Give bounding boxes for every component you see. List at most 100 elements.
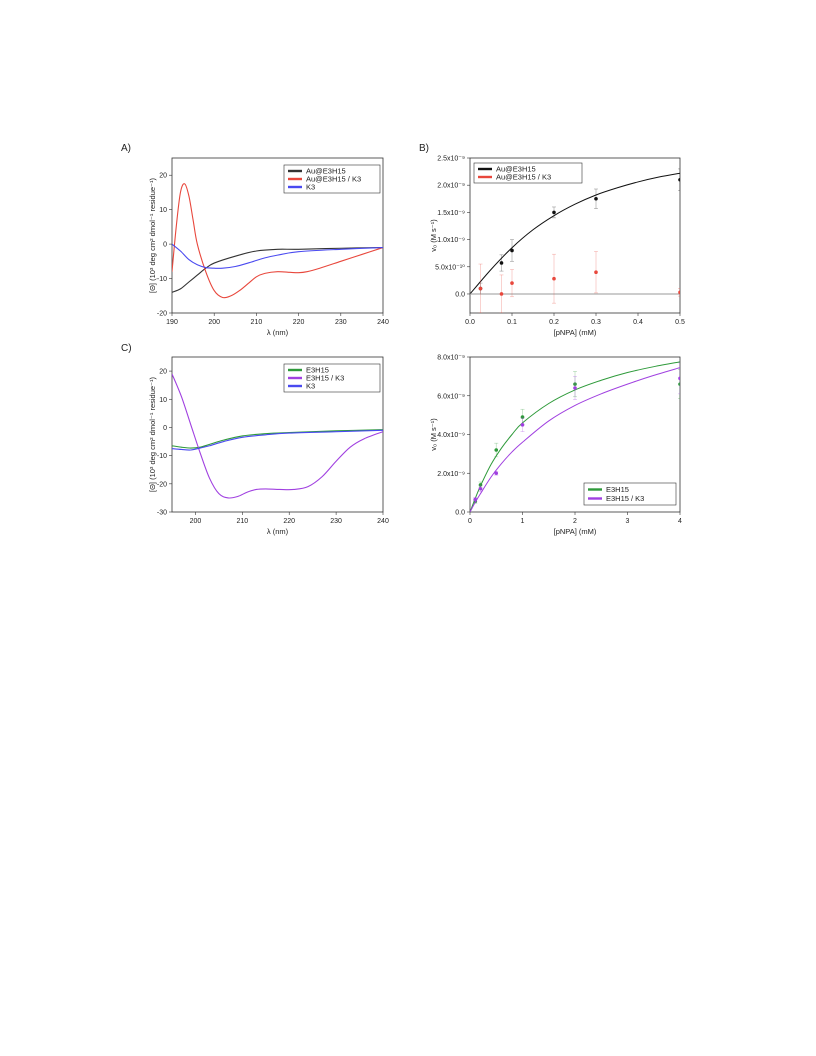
legend-label: Au@E3H15 xyxy=(496,165,536,174)
y-tick-label: 5.0x10⁻¹⁰ xyxy=(435,263,465,271)
legend-label: K3 xyxy=(306,183,315,192)
y-tick-label: -30 xyxy=(157,510,167,517)
x-tick-label: 0.5 xyxy=(675,319,685,326)
data-point xyxy=(520,415,525,419)
x-tick-label: 0.1 xyxy=(507,319,517,326)
data-point xyxy=(499,292,504,296)
chart-cd-spectra-au: 190 200 210 220 230 240 -20 -10 0 10 20 λ (nm) [Θ] (… xyxy=(148,157,389,337)
x-tick-label: 1 xyxy=(521,518,525,525)
y-tick-label: -20 xyxy=(157,481,167,488)
y-tick-label: -20 xyxy=(157,311,167,318)
series-line-k3 xyxy=(172,429,383,451)
y-tick-label: 0 xyxy=(163,242,167,249)
y-tick-label: -10 xyxy=(157,453,167,460)
legend-label: Au@E3H15 / K3 xyxy=(496,173,551,182)
data-point xyxy=(494,471,499,476)
y-axis-label: [Θ] (10³ deg cm² dmol⁻¹ residue⁻¹) xyxy=(148,177,157,293)
x-tick-label: 0.0 xyxy=(465,319,475,326)
x-tick-label: 0.3 xyxy=(591,319,601,326)
data-point xyxy=(594,196,598,201)
x-tick-label: 220 xyxy=(283,518,295,525)
data-point xyxy=(478,286,483,291)
plot-area xyxy=(470,168,680,313)
y-axis-label: v₀ (M s⁻¹) xyxy=(429,418,438,451)
x-tick-label: 190 xyxy=(166,319,178,326)
y-tick-label: 2.0x10⁻⁹ xyxy=(437,471,465,478)
x-tick-label: 230 xyxy=(335,319,347,326)
y-axis-label: [Θ] (10³ deg cm² dmol⁻¹ residue⁻¹) xyxy=(148,376,157,492)
plot-area xyxy=(470,361,680,512)
series-line-e3h15-k3 xyxy=(172,373,383,499)
chart-kinetics-au: 0.0 0.1 0.2 0.3 0.4 0.5 0.0 5.0x10⁻¹⁰ 1.0x10⁻⁹ 1.… xyxy=(429,156,685,338)
plot-frame xyxy=(171,356,384,513)
x-axis-label: λ (nm) xyxy=(267,527,289,536)
y-tick-label: 2.5x10⁻⁹ xyxy=(437,156,465,163)
x-tick-label: 220 xyxy=(293,319,305,326)
legend-label: E3H15 / K3 xyxy=(306,374,344,383)
x-tick-label: 240 xyxy=(377,518,389,525)
y-tick-label: 8.0x10⁻⁹ xyxy=(437,355,465,362)
x-tick-label: 0 xyxy=(468,518,472,525)
x-tick-label: 0.2 xyxy=(549,319,559,326)
x-tick-label: 230 xyxy=(330,518,342,525)
data-point xyxy=(510,248,514,253)
data-point xyxy=(573,382,577,386)
data-point xyxy=(520,423,525,427)
data-point xyxy=(678,290,680,295)
chart-kinetics-free: 0 1 2 3 4 0.0 2.0x10⁻⁹ 4.0x10⁻⁹ 6.0x10⁻⁹ 8.0x10⁻⁹… xyxy=(429,355,682,537)
y-tick-label: 4.0x10⁻⁹ xyxy=(437,432,465,439)
y-tick-label: 1.0x10⁻⁹ xyxy=(437,237,465,244)
y-tick-label: 0.0 xyxy=(455,291,465,298)
y-tick-label: 20 xyxy=(159,173,167,180)
data-point xyxy=(478,483,483,487)
fit-curve xyxy=(470,367,680,512)
plot-frame xyxy=(469,157,681,314)
x-tick-label: 200 xyxy=(190,518,202,525)
x-tick-label: 200 xyxy=(208,319,220,326)
data-point xyxy=(678,177,680,182)
data-point xyxy=(494,448,499,452)
legend-box xyxy=(583,482,677,506)
x-tick-label: 4 xyxy=(678,518,682,525)
x-tick-label: 3 xyxy=(626,518,630,525)
legend-label: E3H15 / K3 xyxy=(606,494,644,503)
series-line-e3h15 xyxy=(172,429,383,449)
data-point xyxy=(478,486,483,491)
x-tick-label: 2 xyxy=(573,518,577,525)
x-tick-label: 210 xyxy=(236,518,248,525)
series-line-au-e3h15 xyxy=(172,247,383,293)
legend-label: Au@E3H15 / K3 xyxy=(306,175,361,184)
panel-letter-b: B) xyxy=(419,143,429,154)
panel-letter-a: A) xyxy=(121,143,131,154)
y-tick-label: -10 xyxy=(157,276,167,283)
x-axis-label: [pNPA] (mM) xyxy=(554,328,597,337)
series-line-k3 xyxy=(172,243,383,269)
y-tick-label: 10 xyxy=(159,207,167,214)
data-point xyxy=(594,270,598,275)
y-tick-label: 6.0x10⁻⁹ xyxy=(437,393,465,400)
chart-cd-spectra-free: 200 210 220 230 240 -30 -20 -10 0 10 20 λ (nm) [Θ] (… xyxy=(148,356,389,536)
plot-area xyxy=(172,183,383,299)
legend-box xyxy=(473,162,583,184)
fit-curve xyxy=(470,172,680,295)
y-tick-label: 10 xyxy=(159,397,167,404)
x-axis-label: λ (nm) xyxy=(267,328,289,337)
data-point xyxy=(552,210,556,215)
data-point xyxy=(573,386,577,390)
y-tick-label: 0.0 xyxy=(455,510,465,517)
legend-label: K3 xyxy=(306,382,315,391)
legend-label: Au@E3H15 xyxy=(306,167,346,176)
panel-letter-c: C) xyxy=(121,343,132,354)
data-point xyxy=(473,497,478,502)
y-tick-label: 20 xyxy=(159,369,167,376)
data-point xyxy=(510,281,514,285)
x-axis-label: [pNPA] (mM) xyxy=(554,527,597,536)
plot-area xyxy=(172,373,383,499)
series-line-au-e3h15-k3 xyxy=(172,183,383,299)
data-point xyxy=(499,261,504,265)
